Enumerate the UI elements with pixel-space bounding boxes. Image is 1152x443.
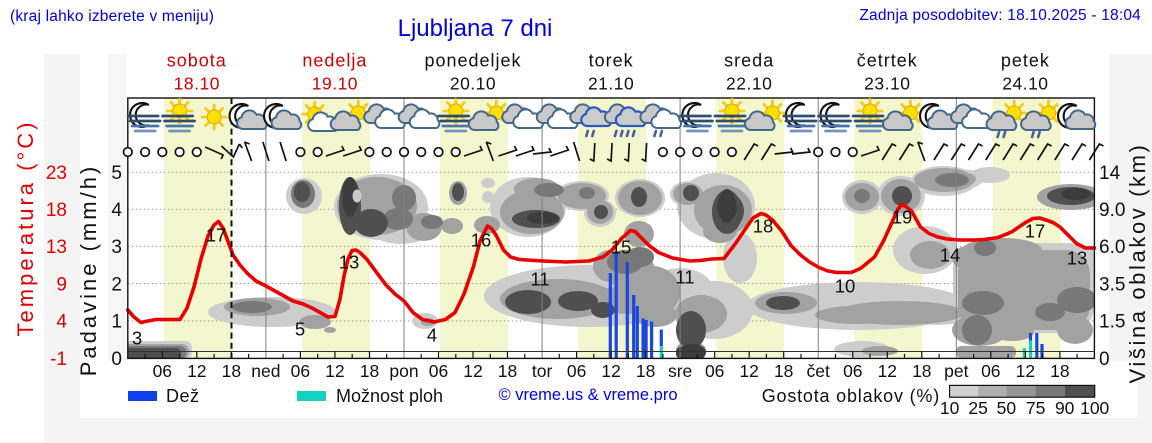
- svg-text:06: 06: [843, 361, 862, 381]
- svg-text:pet: pet: [944, 361, 968, 381]
- svg-text:sre: sre: [668, 361, 692, 381]
- svg-text:18: 18: [1050, 361, 1069, 381]
- svg-text:10: 10: [835, 276, 856, 297]
- svg-text:17: 17: [206, 225, 227, 246]
- svg-text:3.5: 3.5: [1099, 274, 1125, 295]
- svg-text:(kraj lahko izberete v meniju): (kraj lahko izberete v meniju): [10, 8, 214, 25]
- svg-text:100: 100: [1080, 398, 1109, 418]
- svg-text:ned: ned: [251, 361, 280, 381]
- svg-text:nedelja: nedelja: [302, 51, 367, 71]
- svg-text:12: 12: [878, 361, 897, 381]
- svg-text:75: 75: [1026, 398, 1045, 418]
- svg-text:23.10: 23.10: [864, 74, 910, 94]
- svg-text:12: 12: [601, 361, 620, 381]
- svg-text:sobota: sobota: [167, 51, 227, 71]
- svg-text:4: 4: [427, 325, 437, 346]
- svg-text:12: 12: [463, 361, 482, 381]
- svg-text:5: 5: [111, 163, 122, 184]
- svg-text:4: 4: [56, 312, 67, 333]
- svg-text:06: 06: [705, 361, 724, 381]
- svg-text:9: 9: [56, 274, 67, 295]
- svg-text:13: 13: [46, 237, 67, 258]
- svg-text:18: 18: [753, 216, 774, 237]
- svg-text:6.0: 6.0: [1099, 237, 1125, 258]
- svg-text:18: 18: [222, 361, 241, 381]
- svg-text:2: 2: [111, 274, 122, 295]
- svg-text:13: 13: [339, 252, 360, 273]
- svg-text:1.5: 1.5: [1099, 312, 1125, 333]
- svg-text:ponedeljek: ponedeljek: [424, 51, 521, 71]
- svg-text:15: 15: [611, 237, 632, 258]
- svg-text:14: 14: [940, 245, 961, 266]
- svg-text:pon: pon: [389, 361, 418, 381]
- svg-text:četrtek: četrtek: [857, 51, 918, 71]
- svg-text:19.10: 19.10: [312, 74, 358, 94]
- svg-text:11: 11: [530, 269, 549, 290]
- svg-text:18.10: 18.10: [174, 74, 220, 94]
- svg-text:0: 0: [111, 349, 122, 370]
- svg-text:24.10: 24.10: [1002, 74, 1048, 94]
- svg-text:čet: čet: [807, 361, 830, 381]
- svg-text:25: 25: [968, 398, 987, 418]
- svg-text:23: 23: [46, 163, 67, 184]
- svg-text:18: 18: [498, 361, 517, 381]
- svg-text:19: 19: [892, 207, 913, 228]
- svg-text:torek: torek: [589, 51, 634, 71]
- svg-text:14: 14: [1099, 163, 1121, 184]
- svg-text:3: 3: [132, 328, 142, 349]
- svg-text:tor: tor: [532, 361, 553, 381]
- svg-text:16: 16: [471, 230, 492, 251]
- svg-text:12: 12: [1016, 361, 1035, 381]
- svg-text:0: 0: [1099, 349, 1110, 370]
- svg-text:12: 12: [739, 361, 758, 381]
- svg-text:90: 90: [1055, 398, 1075, 418]
- svg-text:11: 11: [675, 267, 694, 288]
- svg-text:Temperatura (°C): Temperatura (°C): [13, 120, 38, 337]
- svg-text:10: 10: [940, 398, 960, 418]
- svg-text:12: 12: [187, 361, 206, 381]
- svg-text:18: 18: [636, 361, 655, 381]
- svg-text:5: 5: [295, 319, 305, 340]
- svg-text:20.10: 20.10: [450, 74, 496, 94]
- svg-text:06: 06: [153, 361, 172, 381]
- svg-text:22.10: 22.10: [726, 74, 772, 94]
- svg-text:-1: -1: [50, 349, 67, 370]
- svg-text:sreda: sreda: [724, 51, 774, 71]
- svg-text:Gostota oblakov (%): Gostota oblakov (%): [762, 386, 940, 406]
- svg-text:Dež: Dež: [166, 386, 200, 406]
- svg-text:petek: petek: [1001, 51, 1050, 71]
- svg-text:21.10: 21.10: [588, 74, 634, 94]
- svg-text:50: 50: [997, 398, 1017, 418]
- svg-text:Zadnja posodobitev: 18.10.2025: Zadnja posodobitev: 18.10.2025 - 18:04: [859, 7, 1141, 24]
- svg-text:12: 12: [325, 361, 344, 381]
- svg-text:Možnost ploh: Možnost ploh: [336, 386, 443, 406]
- svg-text:18: 18: [912, 361, 931, 381]
- svg-text:06: 06: [567, 361, 586, 381]
- svg-text:Ljubljana 7 dni: Ljubljana 7 dni: [398, 15, 553, 42]
- svg-text:06: 06: [981, 361, 1000, 381]
- svg-text:18: 18: [46, 200, 67, 221]
- svg-text:13: 13: [1067, 248, 1088, 269]
- svg-text:18: 18: [774, 361, 793, 381]
- svg-text:17: 17: [1025, 221, 1046, 242]
- svg-text:Višina oblakov (km): Višina oblakov (km): [1125, 143, 1150, 384]
- svg-text:4: 4: [111, 200, 122, 221]
- svg-text:© vreme.us & vreme.pro: © vreme.us & vreme.pro: [498, 386, 677, 404]
- svg-text:9.0: 9.0: [1099, 200, 1125, 221]
- svg-text:18: 18: [360, 361, 379, 381]
- svg-text:3: 3: [111, 237, 122, 258]
- svg-text:06: 06: [429, 361, 448, 381]
- svg-text:1: 1: [111, 312, 122, 333]
- svg-text:06: 06: [291, 361, 310, 381]
- svg-text:Padavine (mm/h): Padavine (mm/h): [76, 164, 101, 377]
